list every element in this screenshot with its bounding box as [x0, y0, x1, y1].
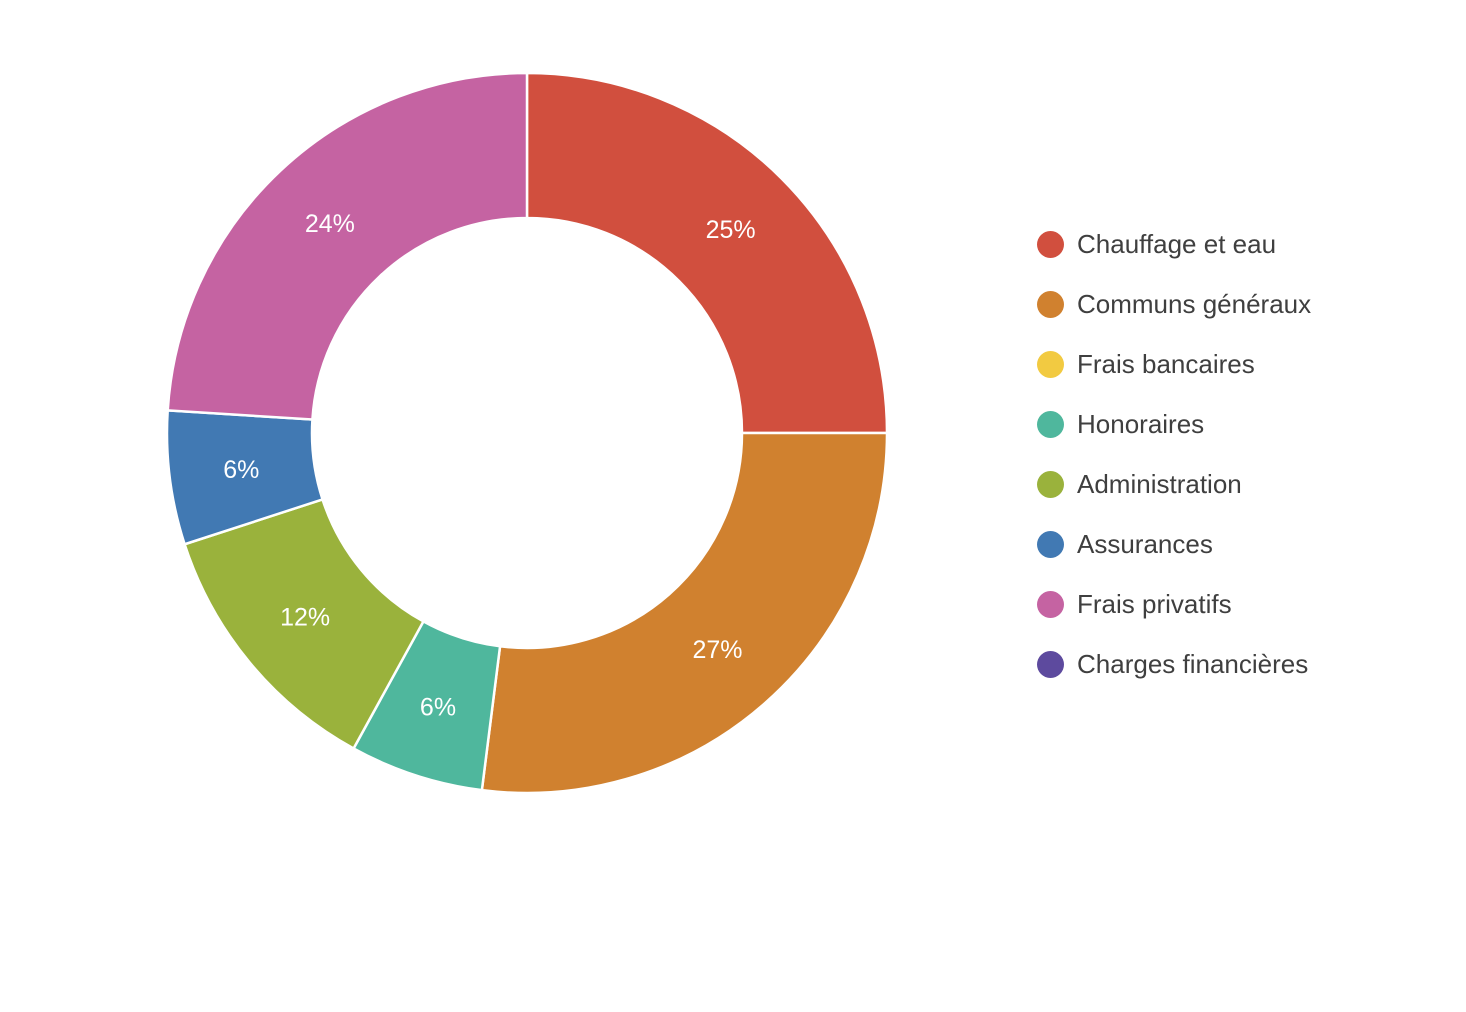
chart-legend: Chauffage et eau Communs généraux Frais ba…	[1037, 214, 1311, 694]
pie-slice-communs-generaux[interactable]	[480, 431, 889, 795]
legend-item-frais-bancaires[interactable]: Frais bancaires	[1037, 334, 1311, 394]
legend-marker-icon	[1037, 230, 1064, 258]
legend-item-chauffage-et-eau[interactable]: Chauffage et eau	[1037, 214, 1311, 274]
legend-item-label: Communs généraux	[1077, 289, 1312, 319]
legend-item-label: Frais privatifs	[1077, 589, 1232, 619]
legend-item-administration[interactable]: Administration	[1037, 454, 1311, 514]
legend-item-charges-financieres[interactable]: Charges financières	[1037, 634, 1311, 694]
legend-item-label: Administration	[1077, 469, 1242, 499]
legend-item-assurances[interactable]: Assurances	[1037, 514, 1311, 574]
legend-marker-icon	[1037, 590, 1064, 618]
legend-item-label: Frais bancaires	[1077, 349, 1255, 379]
legend-marker-icon	[1037, 530, 1064, 558]
legend-item-honoraires[interactable]: Honoraires	[1037, 394, 1311, 454]
legend-marker-icon	[1037, 290, 1064, 318]
pie-slice-frais-privatifs[interactable]	[166, 71, 529, 421]
pie-slice-chauffage-et-eau[interactable]	[525, 71, 889, 435]
legend-item-label: Chauffage et eau	[1077, 229, 1277, 259]
legend-marker-icon	[1037, 350, 1064, 378]
legend-item-frais-privatifs[interactable]: Frais privatifs	[1037, 574, 1311, 634]
legend-item-communs-generaux[interactable]: Communs généraux	[1037, 274, 1311, 334]
legend-item-label: Charges financières	[1077, 649, 1309, 679]
legend-marker-icon	[1037, 650, 1064, 678]
donut-slices	[165, 71, 889, 795]
legend-marker-icon	[1037, 410, 1064, 438]
legend-item-label: Honoraires	[1077, 409, 1205, 439]
legend-marker-icon	[1037, 470, 1064, 498]
legend-item-label: Assurances	[1077, 529, 1213, 559]
